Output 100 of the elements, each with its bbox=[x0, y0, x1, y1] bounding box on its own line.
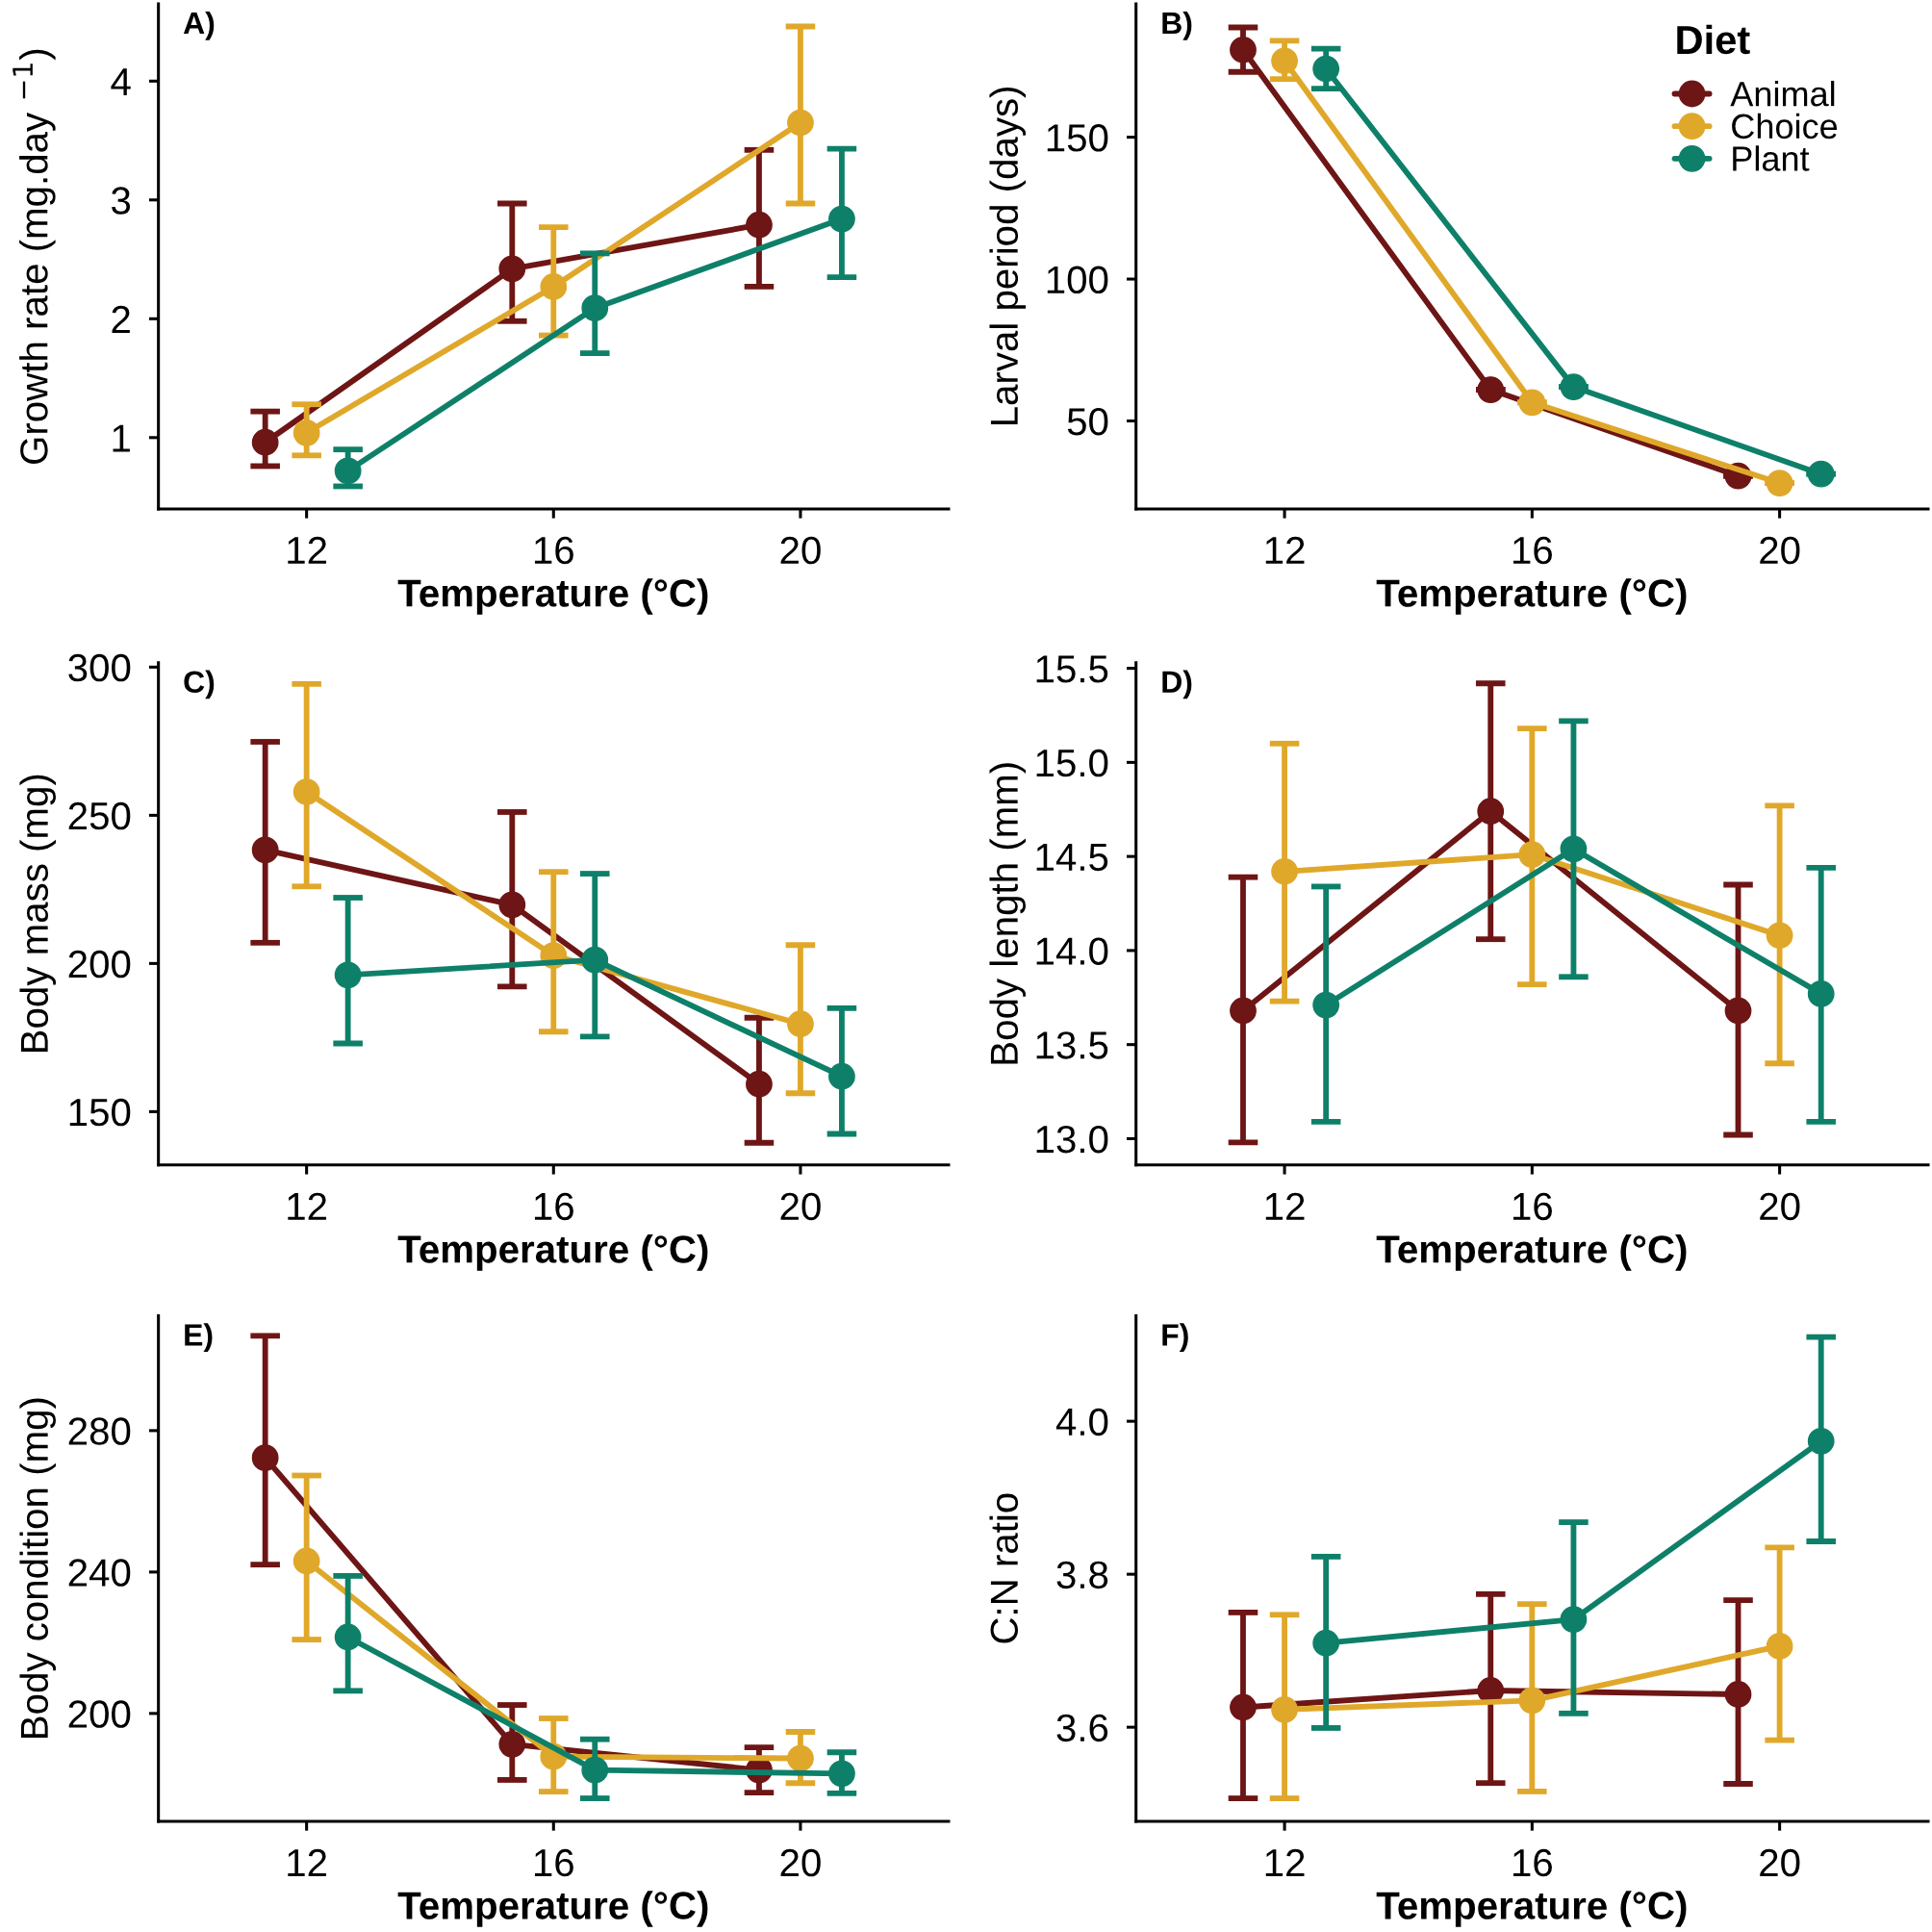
point bbox=[581, 1756, 609, 1784]
point bbox=[581, 294, 609, 322]
y-tick-label: 3.6 bbox=[1056, 1714, 1108, 1742]
point bbox=[292, 1547, 320, 1575]
point bbox=[1807, 460, 1835, 488]
point bbox=[292, 778, 320, 805]
x-axis-title: Temperature (°C) bbox=[397, 578, 708, 615]
chart-title: D) bbox=[1162, 670, 1192, 699]
y-axis-title: Body length (mm) bbox=[989, 763, 1026, 1064]
point bbox=[1766, 1632, 1793, 1660]
point bbox=[540, 273, 568, 300]
x-tick-label: 12 bbox=[288, 536, 327, 564]
point bbox=[1230, 36, 1257, 64]
x-tick-label: 20 bbox=[780, 1848, 821, 1877]
point bbox=[251, 836, 279, 864]
point bbox=[828, 1062, 855, 1090]
x-axis-title: Temperature (°C) bbox=[397, 1234, 708, 1271]
x-tick-label: 12 bbox=[288, 1848, 327, 1876]
point bbox=[1477, 376, 1505, 403]
point bbox=[746, 1070, 773, 1098]
point bbox=[1312, 1629, 1340, 1657]
x-tick-label: 12 bbox=[1265, 1848, 1305, 1876]
point bbox=[1560, 835, 1588, 863]
x-axis-title: Temperature (°C) bbox=[1376, 578, 1687, 615]
y-tick-label: 280 bbox=[68, 1417, 131, 1445]
point bbox=[334, 457, 362, 485]
point bbox=[581, 946, 609, 974]
point bbox=[1766, 470, 1793, 496]
y-axis-title: Growth rate (mg.day $^{−1}$) bbox=[13, 49, 56, 464]
y-tick-label: 300 bbox=[68, 653, 131, 682]
point bbox=[1230, 1693, 1257, 1721]
point bbox=[1312, 991, 1340, 1019]
point bbox=[498, 255, 526, 283]
point bbox=[498, 891, 526, 919]
point bbox=[1724, 1681, 1752, 1708]
point bbox=[787, 1744, 814, 1772]
y-tick-label: 15.0 bbox=[1036, 749, 1108, 777]
y-tick-label: 14.5 bbox=[1036, 844, 1108, 872]
y-tick-label: 13.0 bbox=[1036, 1125, 1108, 1154]
x-tick-label: 20 bbox=[1760, 1848, 1800, 1877]
y-tick-label: 250 bbox=[68, 801, 131, 830]
point bbox=[1724, 997, 1752, 1025]
x-axis-title: Temperature (°C) bbox=[1376, 1234, 1687, 1271]
x-tick-label: 20 bbox=[780, 536, 821, 565]
point bbox=[828, 205, 855, 233]
y-tick-label: 150 bbox=[1047, 124, 1108, 152]
y-tick-label: 200 bbox=[68, 1700, 131, 1728]
point bbox=[251, 1444, 279, 1472]
x-tick-label: 20 bbox=[780, 1192, 821, 1221]
x-tick-label: 16 bbox=[1513, 536, 1552, 565]
x-axis-title: Temperature (°C) bbox=[397, 1891, 708, 1927]
y-tick-label: 4.0 bbox=[1055, 1408, 1108, 1436]
y-tick-label: 1 bbox=[113, 424, 130, 452]
point bbox=[498, 1730, 526, 1758]
point bbox=[1807, 1427, 1835, 1455]
y-axis-title: Larval period (days) bbox=[989, 87, 1026, 425]
y-tick-label: 14.0 bbox=[1036, 937, 1108, 965]
legend-title: Diet bbox=[1677, 24, 1750, 55]
x-tick-label: 16 bbox=[1513, 1848, 1552, 1877]
y-tick-label: 3.8 bbox=[1056, 1561, 1108, 1589]
point bbox=[1560, 1606, 1588, 1633]
x-tick-label: 16 bbox=[534, 536, 573, 565]
point bbox=[787, 1010, 814, 1038]
x-tick-label: 20 bbox=[1760, 1192, 1800, 1221]
y-axis-title: Body condition (mg) bbox=[19, 1398, 56, 1738]
point bbox=[746, 211, 773, 239]
chart-title: F) bbox=[1162, 1323, 1188, 1353]
legend-label: Plant bbox=[1733, 145, 1810, 171]
point bbox=[1271, 857, 1298, 885]
chart-title: A) bbox=[183, 11, 215, 40]
point bbox=[1807, 979, 1835, 1007]
point bbox=[1312, 55, 1340, 83]
y-tick-label: 240 bbox=[68, 1559, 131, 1587]
point bbox=[828, 1760, 855, 1788]
point bbox=[292, 419, 320, 446]
y-tick-label: 3 bbox=[112, 187, 131, 215]
point bbox=[1518, 841, 1546, 869]
point bbox=[787, 109, 814, 137]
legend-label: Animal bbox=[1730, 80, 1835, 107]
y-axis-title: Body mass (mg) bbox=[19, 775, 56, 1053]
point bbox=[1518, 389, 1546, 417]
point bbox=[334, 961, 362, 989]
x-tick-label: 12 bbox=[288, 1192, 327, 1220]
point bbox=[251, 428, 279, 456]
y-tick-label: 15.5 bbox=[1036, 655, 1108, 683]
x-axis-title: Temperature (°C) bbox=[1376, 1891, 1687, 1927]
point bbox=[1560, 373, 1588, 400]
x-tick-label: 16 bbox=[534, 1848, 573, 1877]
legend-label: Choice bbox=[1732, 113, 1838, 140]
y-axis-title: C:N ratio bbox=[989, 1493, 1019, 1643]
chart-title: E) bbox=[185, 1323, 213, 1353]
point bbox=[1271, 1695, 1298, 1723]
x-tick-label: 12 bbox=[1265, 536, 1305, 564]
chart-title: B) bbox=[1162, 11, 1192, 40]
y-tick-label: 200 bbox=[68, 950, 131, 979]
y-tick-label: 13.5 bbox=[1036, 1031, 1108, 1059]
point bbox=[1477, 798, 1505, 826]
y-tick-label: 50 bbox=[1067, 407, 1108, 436]
point bbox=[1230, 997, 1257, 1025]
y-tick-label: 150 bbox=[69, 1098, 131, 1127]
